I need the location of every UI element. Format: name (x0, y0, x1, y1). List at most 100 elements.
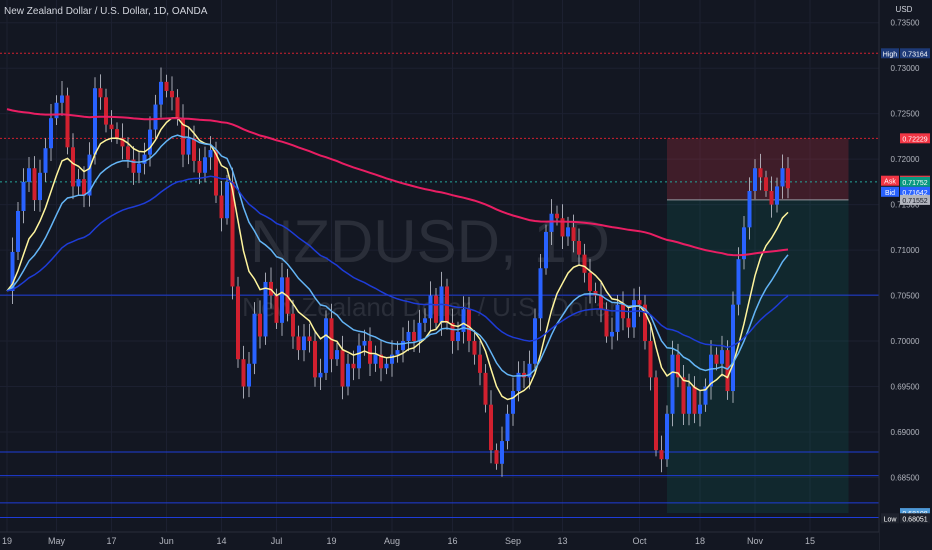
candle-body[interactable] (351, 363, 356, 369)
candle-body[interactable] (709, 354, 713, 387)
candle-body[interactable] (588, 272, 592, 292)
candle-body[interactable] (186, 138, 191, 155)
candle-body[interactable] (632, 300, 636, 328)
candle-body[interactable] (21, 181, 26, 211)
candle-body[interactable] (214, 150, 218, 196)
candle-body[interactable] (659, 450, 664, 460)
candle-body[interactable] (654, 377, 658, 451)
candle-body[interactable] (197, 160, 202, 173)
candle-body[interactable] (247, 363, 251, 387)
candle-body[interactable] (758, 168, 763, 178)
candle-body[interactable] (599, 295, 603, 310)
candle-body[interactable] (577, 240, 581, 255)
candle-body[interactable] (87, 154, 92, 196)
candle-body[interactable] (126, 146, 130, 160)
candle-body[interactable] (417, 322, 422, 342)
candle-body[interactable] (566, 227, 570, 237)
candle-body[interactable] (236, 286, 240, 360)
candle-body[interactable] (731, 304, 735, 392)
candle-body[interactable] (76, 179, 81, 187)
candle-body[interactable] (423, 318, 427, 323)
candle-body[interactable] (120, 137, 125, 147)
candle-body[interactable] (16, 210, 20, 252)
horizontal-lines[interactable] (0, 52, 879, 518)
candle-body[interactable] (665, 413, 669, 460)
candle-body[interactable] (159, 81, 163, 105)
candle-body[interactable] (544, 231, 548, 269)
candle-body[interactable] (27, 168, 31, 182)
candle-body[interactable] (742, 227, 746, 260)
candle-body[interactable] (335, 350, 339, 360)
candle-body[interactable] (373, 354, 378, 364)
candle-body[interactable] (769, 190, 774, 205)
symbol-title[interactable]: New Zealand Dollar / U.S. Dollar, 1D, OA… (4, 6, 208, 17)
candle-body[interactable] (428, 295, 433, 319)
candle-body[interactable] (406, 331, 411, 342)
candle-body[interactable] (357, 345, 361, 369)
candle-body[interactable] (296, 336, 301, 351)
candle-body[interactable] (670, 354, 675, 414)
short-position-tool[interactable] (667, 138, 849, 514)
candle-body[interactable] (511, 391, 515, 414)
candle-body[interactable] (736, 259, 741, 305)
candle-body[interactable] (780, 168, 785, 187)
candle-body[interactable] (549, 213, 554, 232)
candle-body[interactable] (775, 186, 779, 205)
candle-body[interactable] (241, 359, 246, 387)
candle-body[interactable] (450, 322, 455, 342)
candle-body[interactable] (208, 150, 213, 158)
price-axis[interactable]: 0.73500 0.73000 0.72500 0.72000 0.71500 0.710… (891, 19, 920, 483)
candle-body[interactable] (274, 295, 279, 323)
candle-body[interactable] (192, 138, 196, 161)
candle-body[interactable] (582, 254, 587, 273)
candle-body[interactable] (153, 104, 158, 130)
candle-body[interactable] (456, 331, 460, 342)
stop-loss-zone[interactable] (667, 138, 849, 200)
candle-body[interactable] (362, 341, 367, 346)
candle-body[interactable] (49, 118, 53, 149)
candle-body[interactable] (109, 124, 114, 130)
candle-body[interactable] (538, 268, 543, 319)
candle-body[interactable] (560, 218, 565, 237)
candle-body[interactable] (626, 318, 631, 328)
candle-body[interactable] (753, 168, 757, 191)
candle-body[interactable] (434, 295, 438, 323)
time-axis[interactable]: 19 May 17 Jun 14 Jul 19 Aug 16 Sep 13 Oct 18 Nov 15 (2, 536, 815, 546)
candle-body[interactable] (115, 129, 119, 138)
candle-body[interactable] (500, 441, 504, 464)
candle-body[interactable] (681, 377, 686, 414)
candle-body[interactable] (687, 386, 691, 414)
candle-body[interactable] (60, 95, 64, 103)
candle-body[interactable] (38, 172, 42, 201)
candle-body[interactable] (10, 251, 15, 292)
candle-body[interactable] (703, 386, 708, 405)
candle-body[interactable] (516, 372, 521, 392)
candle-body[interactable] (786, 168, 790, 189)
candle-body[interactable] (527, 363, 532, 378)
candle-body[interactable] (401, 341, 405, 351)
candle-body[interactable] (302, 336, 306, 351)
candle-body[interactable] (71, 147, 75, 187)
candle-body[interactable] (725, 350, 730, 392)
candle-body[interactable] (461, 309, 466, 332)
candle-body[interactable] (324, 318, 328, 373)
candle-body[interactable] (280, 277, 284, 323)
candle-body[interactable] (142, 154, 147, 164)
candle-body[interactable] (170, 90, 174, 98)
candle-body[interactable] (32, 168, 37, 201)
candle-body[interactable] (472, 341, 477, 355)
candle-body[interactable] (533, 318, 537, 364)
candle-body[interactable] (313, 341, 317, 378)
candle-body[interactable] (643, 304, 647, 342)
candle-body[interactable] (648, 341, 653, 378)
candle-body[interactable] (340, 350, 345, 387)
candle-body[interactable] (615, 304, 620, 332)
candle-body[interactable] (346, 363, 350, 387)
candle-body[interactable] (390, 354, 394, 364)
candle-body[interactable] (203, 157, 207, 173)
candle-body[interactable] (219, 195, 224, 219)
candle-body[interactable] (747, 190, 752, 228)
candle-body[interactable] (54, 102, 59, 119)
candle-body[interactable] (307, 336, 312, 342)
